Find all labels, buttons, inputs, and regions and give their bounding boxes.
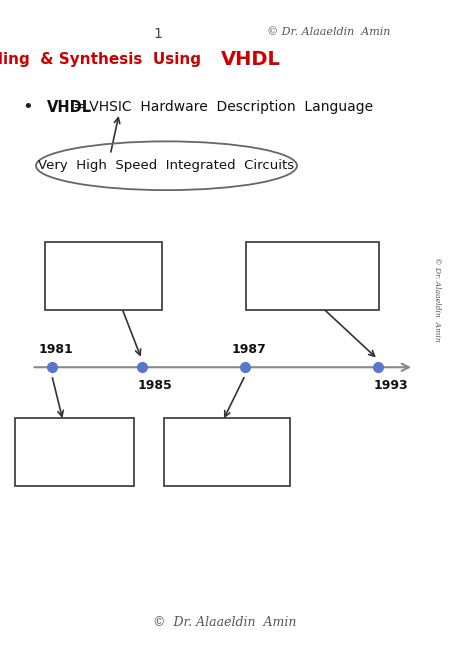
Text: Publication Of Revised: Publication Of Revised bbox=[247, 259, 379, 272]
FancyBboxPatch shape bbox=[247, 242, 379, 311]
Text: Very  High  Speed  Integrated  Circuits: Very High Speed Integrated Circuits bbox=[38, 159, 295, 172]
Text: Hardware  Modeling  & Synthesis  Using: Hardware Modeling & Synthesis Using bbox=[0, 52, 212, 68]
FancyBboxPatch shape bbox=[45, 242, 162, 311]
Text: 1987: 1987 bbox=[232, 343, 266, 356]
Text: VHDL Development: VHDL Development bbox=[16, 460, 132, 473]
Text: 1985: 1985 bbox=[137, 379, 172, 392]
Text: (Base-Line): (Base-Line) bbox=[70, 284, 137, 297]
FancyBboxPatch shape bbox=[164, 418, 290, 486]
FancyBboxPatch shape bbox=[15, 418, 134, 486]
Text: First Publication Of: First Publication Of bbox=[172, 434, 283, 447]
Text: •: • bbox=[22, 98, 33, 116]
Text: © Dr. Alaaeldin  Amin: © Dr. Alaaeldin Amin bbox=[433, 257, 441, 341]
Text: ©  Dr. Alaaeldin  Amin: © Dr. Alaaeldin Amin bbox=[153, 616, 297, 629]
Text: = VHSIC  Hardware  Description  Language: = VHSIC Hardware Description Language bbox=[47, 100, 374, 114]
Text: 1981: 1981 bbox=[38, 343, 73, 356]
Text: VHDL: VHDL bbox=[47, 99, 92, 115]
Text: 1: 1 bbox=[153, 27, 162, 42]
Text: 1993: 1993 bbox=[374, 379, 408, 392]
Text: © Dr. Alaaeldin  Amin: © Dr. Alaaeldin Amin bbox=[267, 27, 390, 37]
Text: VHDL Standard: VHDL Standard bbox=[268, 284, 358, 297]
Text: VHDL: VHDL bbox=[220, 50, 280, 70]
Text: VHDL Standard: VHDL Standard bbox=[182, 460, 272, 473]
Text: First Publication: First Publication bbox=[49, 259, 158, 272]
Text: Start Of: Start Of bbox=[51, 434, 97, 447]
